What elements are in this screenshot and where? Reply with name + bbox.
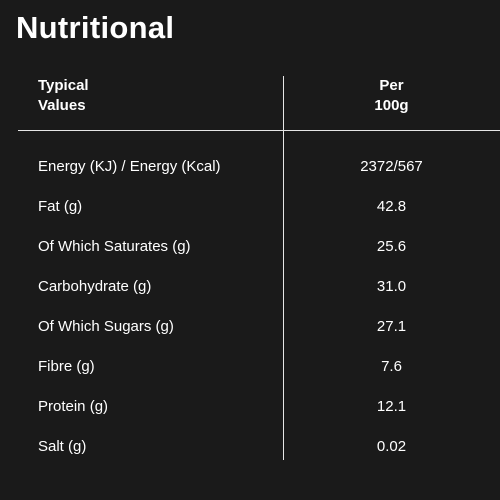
nutrient-label: Carbohydrate (g) (38, 278, 152, 295)
nutrient-value: 2372/567 (360, 158, 423, 175)
nutrient-label: Energy (KJ) / Energy (Kcal) (38, 158, 221, 175)
nutrient-label: Of Which Sugars (g) (38, 318, 174, 335)
table-row: Fat (g) 42.8 (0, 188, 500, 228)
table-row: Salt (g) 0.02 (0, 428, 500, 468)
nutrient-value: 12.1 (376, 398, 407, 415)
table-row: Fibre (g) 7.6 (0, 348, 500, 388)
nutrition-table-body: Energy (KJ) / Energy (Kcal) 2372/567 Fat… (0, 148, 500, 468)
table-row: Carbohydrate (g) 31.0 (0, 268, 500, 308)
column-header-line: Values (38, 97, 86, 114)
page-title: Nutritional (16, 10, 175, 45)
nutrient-label: Of Which Saturates (g) (38, 238, 191, 255)
nutrient-value: 25.6 (376, 238, 407, 255)
table-row: Energy (KJ) / Energy (Kcal) 2372/567 (0, 148, 500, 188)
nutrient-value: 42.8 (376, 198, 407, 215)
column-header-line: 100g (374, 97, 409, 114)
nutrient-value: 31.0 (376, 278, 407, 295)
nutrient-value: 27.1 (376, 318, 407, 335)
nutrient-label: Salt (g) (38, 438, 87, 455)
table-row: Protein (g) 12.1 (0, 388, 500, 428)
column-header-line: Typical (38, 77, 89, 94)
column-divider (283, 76, 284, 460)
nutrient-label: Fibre (g) (38, 358, 95, 375)
table-row: Of Which Saturates (g) 25.6 (0, 228, 500, 268)
header-divider (18, 130, 500, 131)
column-header-line: Per (379, 77, 404, 94)
table-row: Of Which Sugars (g) 27.1 (0, 308, 500, 348)
nutrient-label: Fat (g) (38, 198, 83, 215)
nutrient-value: 0.02 (376, 438, 407, 455)
column-header-typical-values: Typical Values (38, 76, 89, 116)
nutrient-label: Protein (g) (38, 398, 109, 415)
column-header-per-100g: Per 100g (283, 76, 500, 116)
nutrient-value: 7.6 (381, 358, 402, 375)
